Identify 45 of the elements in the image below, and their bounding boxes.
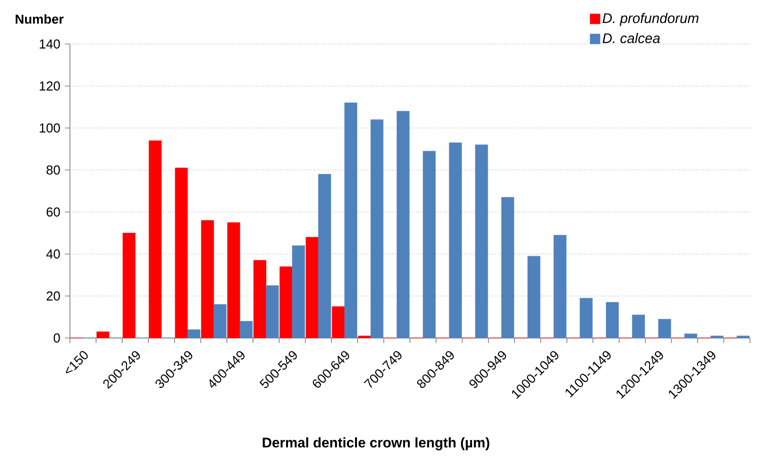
bar bbox=[527, 256, 540, 338]
bar bbox=[370, 119, 384, 338]
bar bbox=[736, 336, 750, 338]
y-tick-label: 20 bbox=[46, 291, 60, 301]
y-tick-label: 140 bbox=[40, 39, 60, 49]
y-tick-label: 40 bbox=[46, 249, 60, 259]
bar bbox=[632, 314, 645, 338]
bar bbox=[266, 285, 279, 338]
bar bbox=[292, 245, 305, 338]
y-tick-label: 60 bbox=[46, 207, 60, 217]
y-tick-label: 0 bbox=[54, 333, 60, 343]
bar bbox=[148, 140, 162, 338]
bar bbox=[96, 332, 110, 338]
bar bbox=[501, 197, 514, 338]
bar bbox=[253, 260, 266, 338]
bar bbox=[684, 334, 698, 338]
y-tick-label: 120 bbox=[40, 81, 60, 91]
y-tick-label: 80 bbox=[46, 165, 60, 175]
bar bbox=[318, 174, 332, 338]
bar bbox=[658, 318, 672, 338]
bar bbox=[174, 168, 188, 338]
bar bbox=[580, 298, 593, 338]
bar bbox=[606, 302, 619, 338]
bar bbox=[449, 142, 462, 338]
bar bbox=[710, 336, 724, 338]
x-axis-title: Dermal denticle crown length (µm) bbox=[262, 437, 490, 450]
bar bbox=[240, 321, 253, 338]
bar bbox=[227, 222, 240, 338]
bar bbox=[214, 304, 226, 338]
bar bbox=[422, 150, 436, 338]
bar bbox=[122, 232, 136, 338]
bar bbox=[201, 220, 214, 338]
bar bbox=[396, 111, 410, 338]
bar bbox=[344, 102, 358, 338]
bar bbox=[332, 306, 345, 338]
bar bbox=[475, 144, 488, 338]
legend-label: D. profundorum bbox=[602, 12, 698, 26]
legend-label: D. calcea bbox=[602, 32, 660, 44]
bar bbox=[187, 329, 200, 338]
bar bbox=[280, 266, 292, 338]
bar bbox=[358, 336, 371, 338]
bar bbox=[306, 237, 319, 338]
bar bbox=[554, 234, 566, 338]
y-tick-label: 100 bbox=[40, 123, 60, 133]
y-axis-title: Number bbox=[16, 14, 64, 24]
